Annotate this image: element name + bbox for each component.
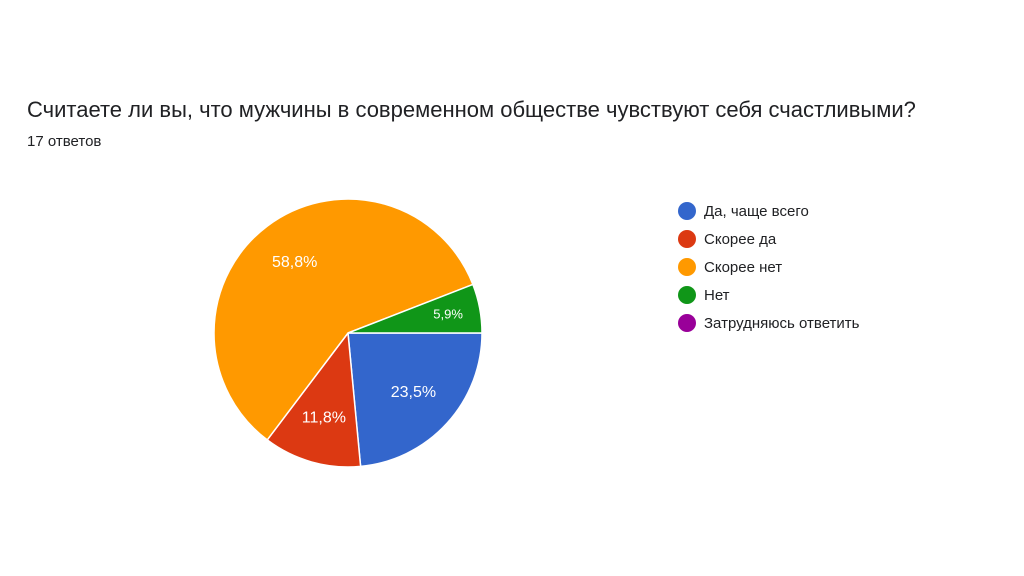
question-title: Считаете ли вы, что мужчины в современно…	[27, 97, 916, 122]
pie-slice-label-2: 11,8%	[302, 410, 346, 427]
legend-swatch	[678, 202, 696, 220]
pie-slice-3[interactable]	[213, 198, 474, 441]
pie-slice-2[interactable]	[266, 331, 362, 468]
pie-slice-1[interactable]	[347, 332, 483, 468]
pie-slice-label-4: 5,9%	[433, 307, 463, 322]
chart-legend: Да, чаще всего Скорее да Скорее нет Нет Затр…	[676, 197, 859, 337]
legend-item-1[interactable]: Да, чаще всего	[676, 197, 859, 225]
legend-item-2[interactable]: Скорее да	[676, 225, 859, 253]
legend-label: Скорее да	[704, 230, 777, 248]
pie-slice-label-3: 58,8%	[272, 254, 317, 271]
legend-label: Затрудняюсь ответить	[704, 314, 860, 332]
pie-slice-4[interactable]	[347, 283, 483, 334]
legend-swatch	[678, 258, 696, 276]
legend-item-3[interactable]: Скорее нет	[676, 253, 859, 281]
legend-label: Да, чаще всего	[704, 202, 809, 220]
legend-swatch	[678, 314, 696, 332]
response-count: 17 ответов	[27, 133, 102, 150]
legend-item-5[interactable]: Затрудняюсь ответить	[676, 309, 859, 337]
legend-label: Скорее нет	[704, 258, 783, 276]
legend-swatch	[678, 230, 696, 248]
legend-swatch	[678, 286, 696, 304]
legend-item-4[interactable]: Нет	[676, 281, 859, 309]
pie-slice-label-1: 23,5%	[391, 384, 436, 401]
legend-label: Нет	[704, 286, 730, 304]
